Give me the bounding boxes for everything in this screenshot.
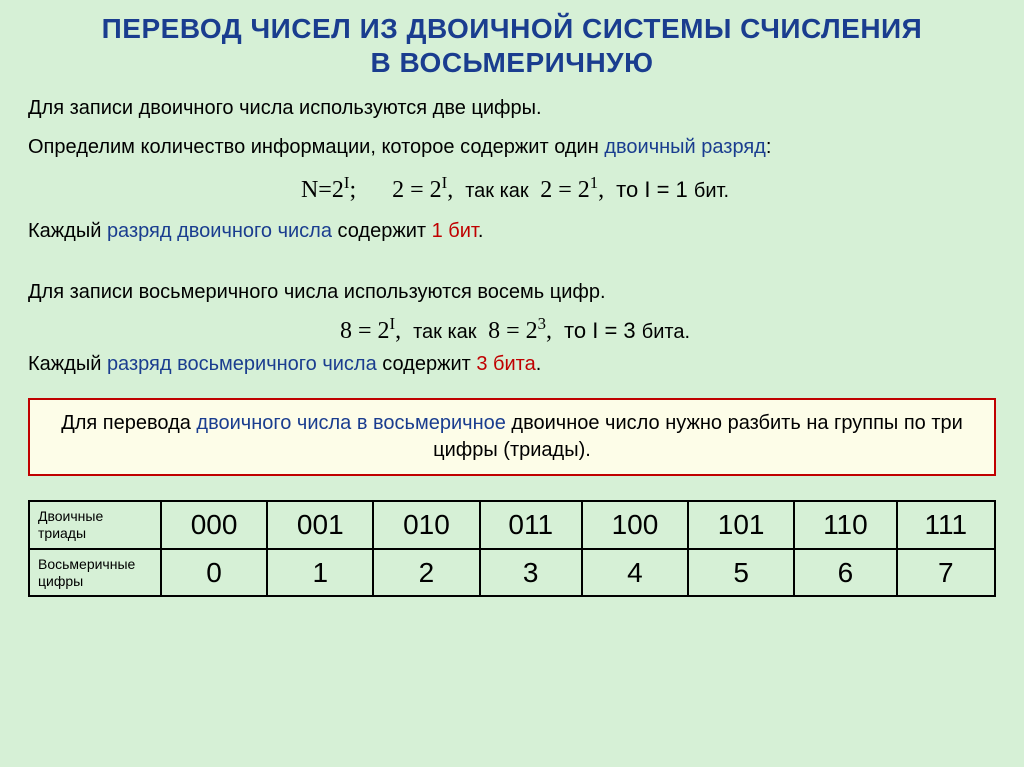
f1-a: N=2I; (301, 177, 356, 203)
f2-mid: так как (413, 321, 482, 343)
triad-cell: 100 (582, 501, 688, 549)
paragraph-3: Каждый разряд двоичного числа содержит 1… (28, 218, 996, 245)
title-line-2: В ВОСЬМЕРИЧНУЮ (371, 47, 654, 78)
f1-mid: так как (465, 180, 534, 202)
f1-unit: бит. (694, 180, 729, 202)
f2-b-sup: 3 (538, 314, 546, 333)
paragraph-1: Для записи двоичного числа используются … (28, 95, 996, 122)
table-row: Двоичные триады 000 001 010 011 100 101 … (29, 501, 995, 549)
triad-cell: 001 (267, 501, 373, 549)
digit-cell: 1 (267, 549, 373, 597)
f1-b: 2 = 2I, (392, 177, 453, 203)
f1-b-base: 2 = 2 (392, 177, 442, 203)
f1-a-semi: ; (349, 177, 356, 203)
triad-cell: 000 (161, 501, 267, 549)
paragraph-5: Каждый разряд восьмеричного числа содерж… (28, 351, 996, 378)
note-b: двоичного числа в восьмеричное (196, 412, 505, 434)
digit-cell: 4 (582, 549, 688, 597)
table-row: Восьмеричные цифры 0 1 2 3 4 5 6 7 (29, 549, 995, 597)
spacer (28, 257, 996, 279)
p2-text-a: Определим количество информации, которое… (28, 136, 604, 158)
note-box: Для перевода двоичного числа в восьмерич… (28, 398, 996, 476)
f1-a-base: N=2 (301, 177, 344, 203)
f2-unit: бита. (642, 321, 690, 343)
row1-label: Двоичные триады (29, 501, 161, 549)
triad-cell: 110 (794, 501, 896, 549)
f1-b-comma: , (447, 177, 453, 203)
digit-cell: 3 (480, 549, 582, 597)
triad-cell: 011 (480, 501, 582, 549)
p5-b: разряд восьмеричного числа (107, 353, 377, 375)
slide-root: ПЕРЕВОД ЧИСЕЛ ИЗ ДВОИЧНОЙ СИСТЕМЫ СЧИСЛЕ… (0, 0, 1024, 767)
f2-a: 8 = 2I, (340, 318, 401, 344)
p3-b: разряд двоичного числа (107, 220, 332, 242)
f2-a-base: 8 = 2 (340, 318, 390, 344)
formula-2: 8 = 2I, так как 8 = 23, то I = 3 бита. (28, 314, 996, 345)
p3-e: . (478, 220, 484, 242)
f2-b-comma: , (546, 318, 552, 344)
content-area: Для записи двоичного числа используются … (0, 87, 1024, 597)
f1-c-sup: 1 (590, 173, 598, 192)
triads-table: Двоичные триады 000 001 010 011 100 101 … (28, 500, 996, 597)
f1-c-comma: , (598, 177, 604, 203)
triad-cell: 101 (688, 501, 794, 549)
f2-end: то I = 3 (564, 318, 642, 343)
digit-cell: 0 (161, 549, 267, 597)
note-a: Для перевода (61, 412, 196, 434)
formula-1: N=2I; 2 = 2I, так как 2 = 21, то I = 1 б… (28, 173, 996, 204)
digit-cell: 5 (688, 549, 794, 597)
digit-cell: 7 (897, 549, 995, 597)
f1-c: 2 = 21, (540, 177, 604, 203)
p5-e: . (536, 353, 542, 375)
f2-a-comma: , (395, 318, 401, 344)
p2-text-c: : (766, 136, 772, 158)
page-title: ПЕРЕВОД ЧИСЕЛ ИЗ ДВОИЧНОЙ СИСТЕМЫ СЧИСЛЕ… (0, 0, 1024, 87)
p5-c: содержит (377, 353, 477, 375)
p3-c: содержит (332, 220, 432, 242)
p3-d: 1 бит (432, 220, 478, 242)
digit-cell: 6 (794, 549, 896, 597)
f1-end: то I = 1 (616, 177, 694, 202)
note-c: двоичное число нужно разбить на группы п… (433, 412, 963, 461)
paragraph-2: Определим количество информации, которое… (28, 134, 996, 161)
title-line-1: ПЕРЕВОД ЧИСЕЛ ИЗ ДВОИЧНОЙ СИСТЕМЫ СЧИСЛЕ… (102, 13, 923, 44)
p5-a: Каждый (28, 353, 107, 375)
triad-cell: 010 (373, 501, 479, 549)
p2-highlight: двоичный разряд (604, 136, 766, 158)
p5-d: 3 бита (476, 353, 535, 375)
row2-label: Восьмеричные цифры (29, 549, 161, 597)
paragraph-4: Для записи восьмеричного числа использую… (28, 279, 996, 306)
digit-cell: 2 (373, 549, 479, 597)
f2-b-base: 8 = 2 (488, 318, 538, 344)
p3-a: Каждый (28, 220, 107, 242)
f1-c-base: 2 = 2 (540, 177, 590, 203)
f2-b: 8 = 23, (488, 318, 552, 344)
triad-cell: 111 (897, 501, 995, 549)
